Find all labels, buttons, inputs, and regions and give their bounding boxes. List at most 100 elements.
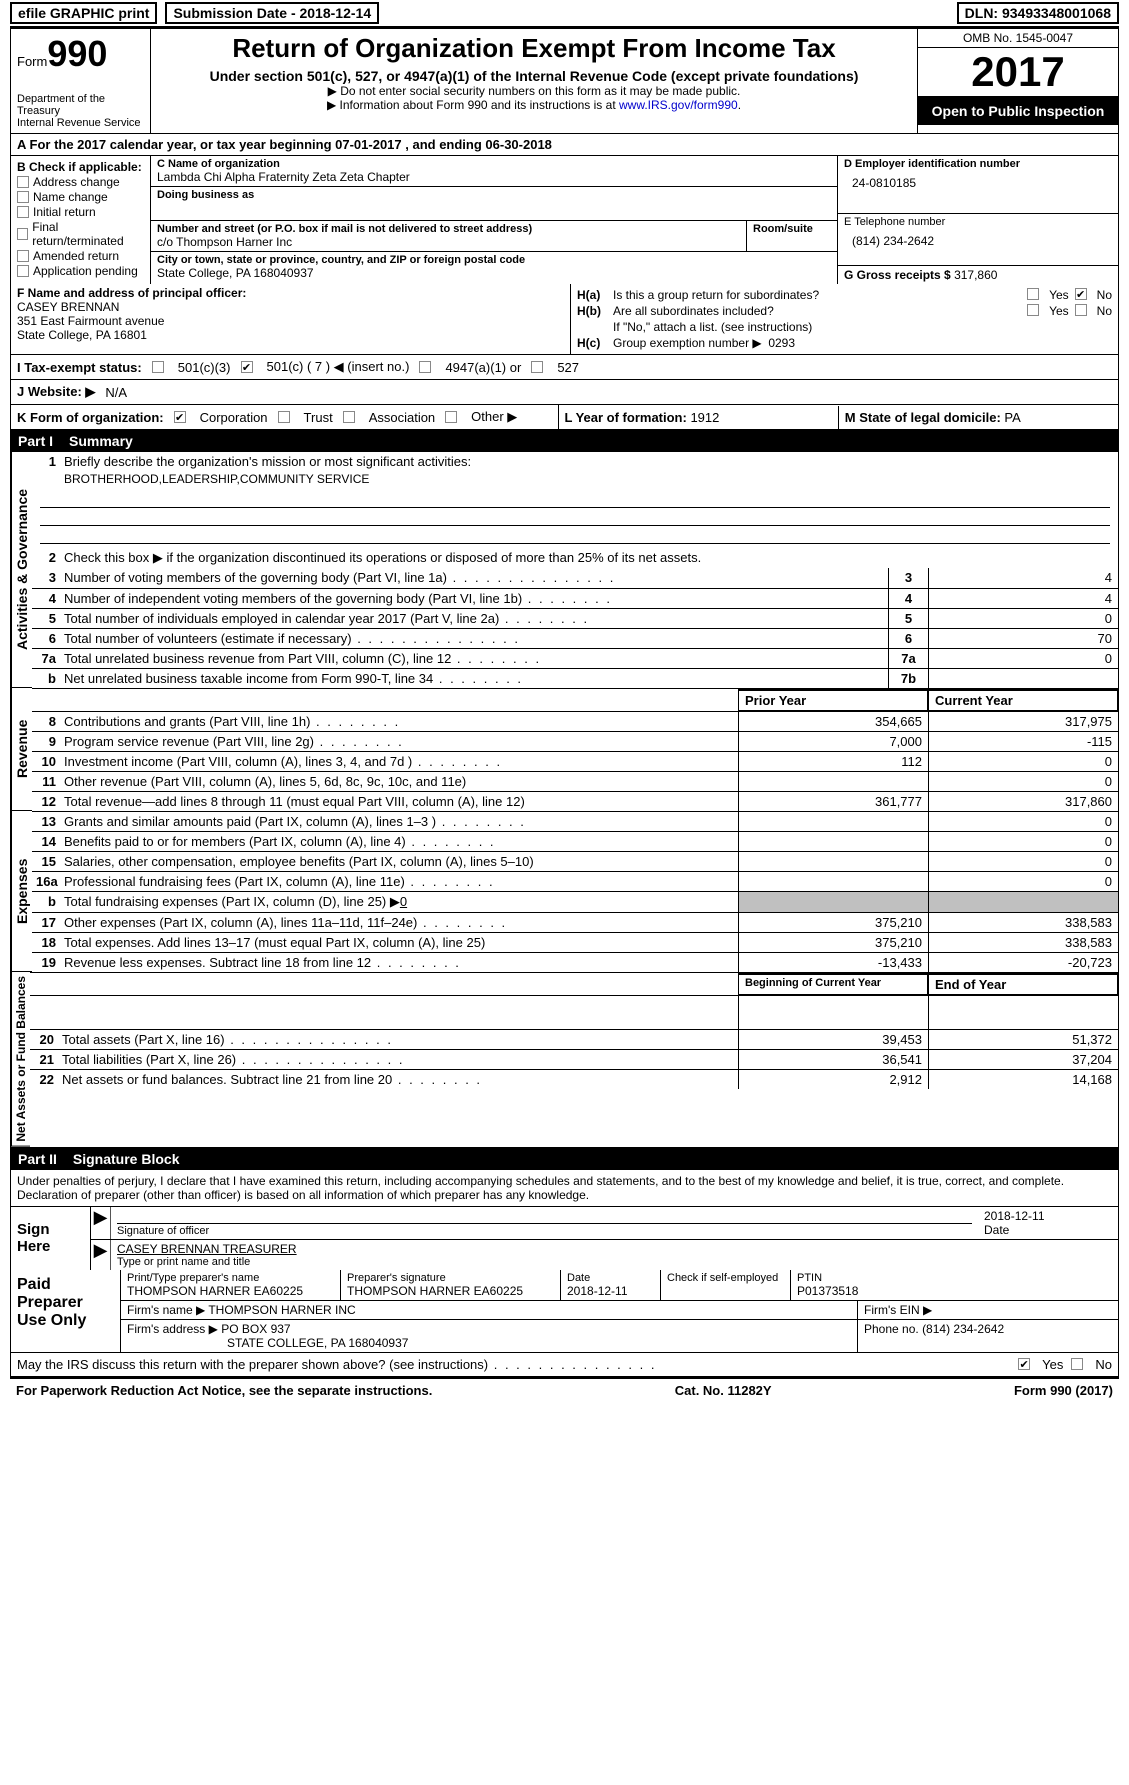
firm-addr2: STATE COLLEGE, PA 168040937 bbox=[127, 1336, 851, 1350]
tel-label: E Telephone number bbox=[844, 216, 1112, 228]
discuss-no-cb[interactable] bbox=[1071, 1358, 1083, 1370]
eoy-hdr: End of Year bbox=[928, 973, 1118, 995]
tax-year: 2017 bbox=[918, 48, 1118, 97]
dept-line2: Internal Revenue Service bbox=[17, 117, 144, 129]
part1-num: Part I bbox=[18, 433, 53, 449]
h-c-row: H(c) Group exemption number ▶ 0293 bbox=[577, 336, 1112, 350]
line21-cy: 37,204 bbox=[928, 1050, 1118, 1069]
line15-py bbox=[738, 852, 928, 871]
dba-cell: Doing business as bbox=[151, 187, 837, 221]
line13-py bbox=[738, 812, 928, 831]
cb-application-pending[interactable]: Application pending bbox=[17, 264, 144, 278]
city-label: City or town, state or province, country… bbox=[157, 254, 831, 266]
line7a-text: Total unrelated business revenue from Pa… bbox=[60, 649, 888, 668]
ha-no-cb[interactable] bbox=[1075, 288, 1087, 300]
form-note1: ▶ Do not enter social security numbers o… bbox=[161, 84, 907, 98]
name-title-value: CASEY BRENNAN TREASURER bbox=[117, 1242, 1112, 1256]
cb-trust[interactable] bbox=[278, 411, 290, 423]
line22-py: 2,912 bbox=[738, 1070, 928, 1089]
hc-label: H(c) bbox=[577, 336, 613, 350]
ein-label: D Employer identification number bbox=[844, 158, 1112, 170]
form-org-label: K Form of organization: bbox=[17, 410, 164, 425]
governance-block: Activities & Governance 1Briefly describ… bbox=[11, 452, 1118, 688]
note2-prefix: ▶ Information about Form 990 and its ins… bbox=[327, 98, 619, 112]
cb-amended-return[interactable]: Amended return bbox=[17, 249, 144, 263]
cb-association[interactable] bbox=[343, 411, 355, 423]
cb-501c[interactable] bbox=[241, 361, 253, 373]
state-domicile: M State of legal domicile: PA bbox=[839, 406, 1118, 429]
netassets-block: Net Assets or Fund Balances Beginning of… bbox=[11, 972, 1118, 1147]
line17-text: Other expenses (Part IX, column (A), lin… bbox=[60, 913, 738, 932]
addr-value: c/o Thompson Harner Inc bbox=[157, 235, 740, 249]
line9-text: Program service revenue (Part VIII, line… bbox=[60, 732, 738, 751]
department: Department of the Treasury Internal Reve… bbox=[17, 93, 144, 129]
line15-cy: 0 bbox=[928, 852, 1118, 871]
omb-number: OMB No. 1545-0047 bbox=[918, 29, 1118, 48]
officer-label: F Name and address of principal officer: bbox=[17, 286, 564, 300]
line8-text: Contributions and grants (Part VIII, lin… bbox=[60, 712, 738, 731]
part2-header: Part II Signature Block bbox=[10, 1148, 1119, 1170]
line14-cy: 0 bbox=[928, 832, 1118, 851]
website-value: N/A bbox=[105, 385, 127, 400]
cb-501c3[interactable] bbox=[152, 361, 164, 373]
expenses-block: Expenses 13Grants and similar amounts pa… bbox=[11, 811, 1118, 972]
line13-cy: 0 bbox=[928, 812, 1118, 831]
line12-text: Total revenue—add lines 8 through 11 (mu… bbox=[60, 792, 738, 811]
part1-title: Summary bbox=[69, 433, 133, 449]
box-h: H(a) Is this a group return for subordin… bbox=[571, 284, 1118, 354]
line9-cy: -115 bbox=[928, 732, 1118, 751]
hb-no-cb[interactable] bbox=[1075, 304, 1087, 316]
part2-title: Signature Block bbox=[73, 1151, 180, 1167]
header-right: OMB No. 1545-0047 2017 Open to Public In… bbox=[918, 29, 1118, 133]
h-note: If "No," attach a list. (see instruction… bbox=[577, 320, 1112, 334]
line16b-cy bbox=[928, 892, 1118, 912]
officer-addr1: 351 East Fairmount avenue bbox=[17, 314, 564, 328]
line2-text: Check this box ▶ if the organization dis… bbox=[60, 548, 1118, 568]
form-990-page: efile GRAPHIC print Submission Date - 20… bbox=[0, 0, 1129, 1402]
paid-preparer-label: Paid Preparer Use Only bbox=[11, 1270, 121, 1352]
room-label: Room/suite bbox=[753, 223, 831, 235]
ein-cell: D Employer identification number 24-0810… bbox=[838, 156, 1118, 214]
discuss-yes-cb[interactable] bbox=[1018, 1358, 1030, 1370]
line17-py: 375,210 bbox=[738, 913, 928, 932]
irs-link[interactable]: www.IRS.gov/form990 bbox=[619, 98, 738, 112]
mission-text: BROTHERHOOD,LEADERSHIP,COMMUNITY SERVICE bbox=[32, 472, 1118, 486]
cb-address-change[interactable]: Address change bbox=[17, 175, 144, 189]
form-footer: Form 990 (2017) bbox=[1014, 1383, 1113, 1398]
line5-val: 0 bbox=[928, 609, 1118, 628]
hb-label: H(b) bbox=[577, 304, 613, 318]
dln: DLN: 93493348001068 bbox=[957, 2, 1119, 24]
officer-signature-field: Signature of officer bbox=[111, 1207, 978, 1239]
line20-py: 39,453 bbox=[738, 1030, 928, 1049]
line7a-val: 0 bbox=[928, 649, 1118, 668]
row-j: J Website: ▶ N/A bbox=[10, 380, 1119, 405]
hb-yes-cb[interactable] bbox=[1027, 304, 1039, 316]
line18-cy: 338,583 bbox=[928, 933, 1118, 952]
header-middle: Return of Organization Exempt From Incom… bbox=[151, 29, 918, 133]
cb-corporation[interactable] bbox=[174, 411, 186, 423]
firm-name: THOMPSON HARNER INC bbox=[208, 1303, 355, 1317]
line10-cy: 0 bbox=[928, 752, 1118, 771]
cb-name-change[interactable]: Name change bbox=[17, 190, 144, 204]
gross-label: G Gross receipts $ bbox=[844, 268, 951, 282]
cb-initial-return[interactable]: Initial return bbox=[17, 205, 144, 219]
line20-cy: 51,372 bbox=[928, 1030, 1118, 1049]
cb-527[interactable] bbox=[531, 361, 543, 373]
firm-addr1: PO BOX 937 bbox=[221, 1322, 290, 1336]
cb-other[interactable] bbox=[445, 411, 457, 423]
cb-final-return[interactable]: Final return/terminated bbox=[17, 220, 144, 248]
cb-4947[interactable] bbox=[419, 361, 431, 373]
year-formation: L Year of formation: 1912 bbox=[559, 406, 839, 429]
h-a-row: H(a) Is this a group return for subordin… bbox=[577, 288, 1112, 302]
arrow-icon: ▶ bbox=[91, 1240, 111, 1270]
form-subtitle: Under section 501(c), 527, or 4947(a)(1)… bbox=[161, 68, 907, 84]
sig-date-field: 2018-12-11 Date bbox=[978, 1207, 1118, 1239]
line21-text: Total liabilities (Part X, line 26) bbox=[58, 1050, 738, 1069]
efile-badge: efile GRAPHIC print bbox=[10, 2, 157, 24]
ptin-value: P01373518 bbox=[797, 1284, 1112, 1298]
line14-text: Benefits paid to or for members (Part IX… bbox=[60, 832, 738, 851]
row-k: K Form of organization: Corporation Trus… bbox=[10, 405, 1119, 430]
address-cell: Number and street (or P.O. box if mail i… bbox=[151, 221, 837, 252]
org-name-cell: C Name of organization Lambda Chi Alpha … bbox=[151, 156, 837, 187]
ha-yes-cb[interactable] bbox=[1027, 288, 1039, 300]
